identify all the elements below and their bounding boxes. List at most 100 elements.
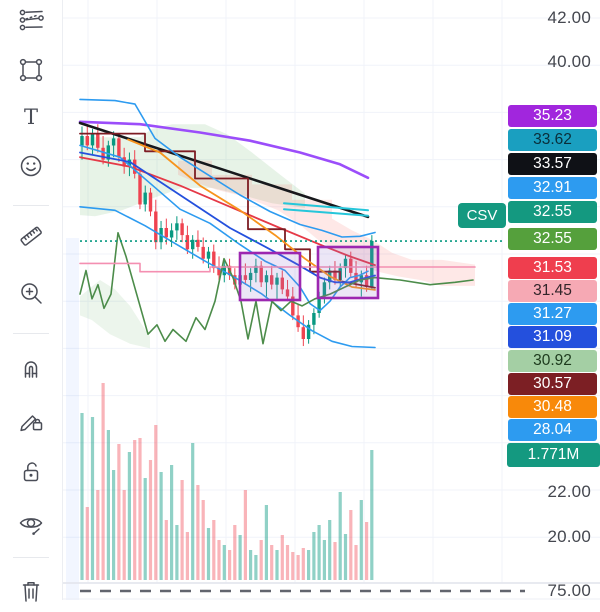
volume-bar bbox=[160, 472, 163, 580]
volume-bar bbox=[249, 550, 252, 580]
ruler-tool[interactable] bbox=[9, 214, 53, 258]
volume-bar bbox=[175, 525, 178, 580]
magnet-tool[interactable] bbox=[9, 346, 53, 390]
volume-bar bbox=[244, 490, 247, 580]
volume-bar bbox=[149, 460, 152, 580]
volume-bar bbox=[318, 525, 321, 580]
volume-bar bbox=[154, 425, 157, 580]
volume-bar bbox=[170, 465, 173, 580]
volume-bar bbox=[91, 417, 94, 580]
candle-body bbox=[112, 138, 115, 145]
volume-bar bbox=[339, 492, 342, 580]
toolbar-divider bbox=[13, 205, 49, 206]
rectangle-drawing[interactable] bbox=[240, 253, 300, 300]
volume-bar bbox=[307, 550, 310, 580]
volume-bar bbox=[217, 540, 220, 580]
candle-body bbox=[138, 174, 141, 205]
volume-bar bbox=[202, 500, 205, 580]
volume-bar bbox=[344, 534, 347, 580]
volume-bar bbox=[275, 550, 278, 580]
volume-bar bbox=[365, 522, 368, 580]
symbol-price-tag: CSV bbox=[458, 203, 506, 228]
volume-bar bbox=[191, 443, 194, 580]
remove-drawings-tool[interactable] bbox=[9, 568, 53, 612]
volume-bar bbox=[133, 440, 136, 580]
volume-bar bbox=[123, 490, 126, 580]
volume-bar bbox=[370, 450, 373, 580]
text-icon: T bbox=[17, 103, 45, 131]
candle-body bbox=[180, 223, 183, 235]
volume-bar bbox=[260, 540, 263, 580]
volume-bar bbox=[291, 552, 294, 580]
volume-bar bbox=[107, 430, 110, 580]
volume-bar bbox=[349, 510, 352, 580]
eye-brush-icon bbox=[17, 511, 45, 539]
volume-bar bbox=[354, 545, 357, 580]
volume-bar bbox=[312, 532, 315, 580]
volume-bar bbox=[112, 470, 115, 580]
volume-bar bbox=[186, 532, 189, 580]
volume-bar bbox=[80, 413, 83, 580]
volume-bar bbox=[138, 438, 141, 580]
candle-body bbox=[86, 136, 89, 145]
volume-bar bbox=[254, 555, 257, 580]
volume-bar bbox=[223, 545, 226, 580]
volume-bar bbox=[181, 480, 184, 580]
volume-bar bbox=[302, 548, 305, 580]
smiley-icon bbox=[17, 152, 45, 180]
zoom-in-icon bbox=[17, 279, 45, 307]
candle-body bbox=[144, 193, 147, 205]
candle-body bbox=[186, 235, 189, 249]
candle-body bbox=[207, 252, 210, 259]
candle-body bbox=[175, 223, 178, 230]
volume-bar bbox=[165, 520, 168, 580]
draw-lock-tool[interactable] bbox=[9, 398, 53, 442]
volume-bar bbox=[228, 550, 231, 580]
candle-body bbox=[91, 134, 94, 146]
candle-body bbox=[302, 327, 305, 339]
candle-body bbox=[202, 247, 205, 259]
candle-body bbox=[117, 138, 120, 157]
zoom-in-tool[interactable] bbox=[9, 271, 53, 315]
candle-body bbox=[312, 313, 315, 325]
volume-bar bbox=[333, 542, 336, 580]
volume-bar bbox=[96, 490, 99, 580]
candle-body bbox=[80, 136, 83, 145]
trend-lines-icon bbox=[17, 7, 45, 35]
volume-bar bbox=[328, 520, 331, 580]
volume-bar bbox=[207, 528, 210, 580]
hide-drawings-tool[interactable] bbox=[9, 503, 53, 547]
volume-bar bbox=[323, 540, 326, 580]
volume-bar bbox=[281, 535, 284, 580]
lock-open-icon bbox=[17, 458, 45, 486]
volume-bar bbox=[360, 500, 363, 580]
emoji-tool[interactable] bbox=[9, 144, 53, 188]
volume-bar bbox=[239, 535, 242, 580]
candle-body bbox=[96, 134, 99, 148]
text-tool[interactable]: T bbox=[9, 95, 53, 139]
volume-bar bbox=[196, 485, 199, 580]
lock-all-tool[interactable] bbox=[9, 450, 53, 494]
rectangle-drawing[interactable] bbox=[318, 247, 378, 298]
rectangle-icon bbox=[17, 56, 45, 84]
volume-bar bbox=[128, 452, 131, 580]
toolbar-divider bbox=[13, 333, 49, 334]
magnet-icon bbox=[17, 354, 45, 382]
trend-lines-tool[interactable] bbox=[9, 0, 53, 43]
pencil-lock-icon bbox=[17, 406, 45, 434]
volume-bar bbox=[117, 444, 120, 580]
ruler-icon bbox=[17, 222, 45, 250]
drawing-toolbar: T bbox=[0, 0, 63, 600]
svg-text:T: T bbox=[24, 105, 38, 129]
volume-bar bbox=[270, 545, 273, 580]
volume-bar bbox=[265, 505, 268, 580]
volume-bar bbox=[102, 383, 105, 580]
toolbar-divider bbox=[13, 557, 49, 558]
volume-bar bbox=[297, 555, 300, 580]
pane-edge-strip bbox=[66, 238, 79, 600]
candle-body bbox=[154, 212, 157, 243]
candle-body bbox=[165, 228, 168, 237]
rectangle-tool[interactable] bbox=[9, 48, 53, 92]
candle-body bbox=[170, 230, 173, 237]
